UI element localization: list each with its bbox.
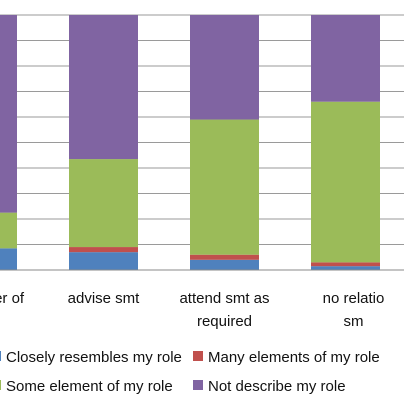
bar-segment-3-series-2: [190, 254, 259, 260]
legend-swatch-1: [0, 351, 1, 361]
legend-swatch-2: [193, 351, 203, 361]
legend-swatch-4: [193, 380, 203, 390]
legend: Closely resembles my role Many elements o…: [0, 349, 380, 395]
bar-segment-4-series-3: [311, 101, 380, 263]
bar-segment-2-series-2: [69, 247, 138, 253]
x-tick-label-3-line-2: required: [197, 313, 252, 330]
legend-label-2: Many elements of my role: [208, 349, 380, 366]
legend-label-4: Not describe my role: [208, 378, 346, 395]
legend-label-3: Some element of my role: [6, 378, 173, 395]
bar-segment-4-series-4: [311, 15, 380, 102]
bar-segment-2-series-4: [69, 15, 138, 160]
bar-segment-3-series-1: [190, 259, 259, 270]
legend-swatch-3: [0, 380, 1, 390]
bar-segment-3-series-4: [190, 15, 259, 120]
legend-label-1: Closely resembles my role: [6, 349, 182, 366]
x-tick-label-3-line-1: attend smt as: [179, 290, 269, 307]
x-tick-label-1-line-1: l member of: [0, 290, 25, 307]
x-tick-label-4-line-1: no relatio: [323, 290, 385, 307]
bar-segment-1-series-3: [0, 212, 17, 249]
bar-segment-1-series-4: [0, 15, 17, 213]
bars: [0, 15, 380, 270]
bar-segment-4-series-2: [311, 262, 380, 267]
bar-segment-4-series-1: [311, 266, 380, 270]
bar-segment-3-series-3: [190, 119, 259, 255]
bar-segment-2-series-1: [69, 252, 138, 270]
x-tick-label-4-line-2: sm: [344, 313, 364, 330]
x-tick-label-2-line-1: advise smt: [68, 290, 141, 307]
bar-segment-2-series-3: [69, 159, 138, 248]
bar-segment-1-series-1: [0, 248, 17, 270]
